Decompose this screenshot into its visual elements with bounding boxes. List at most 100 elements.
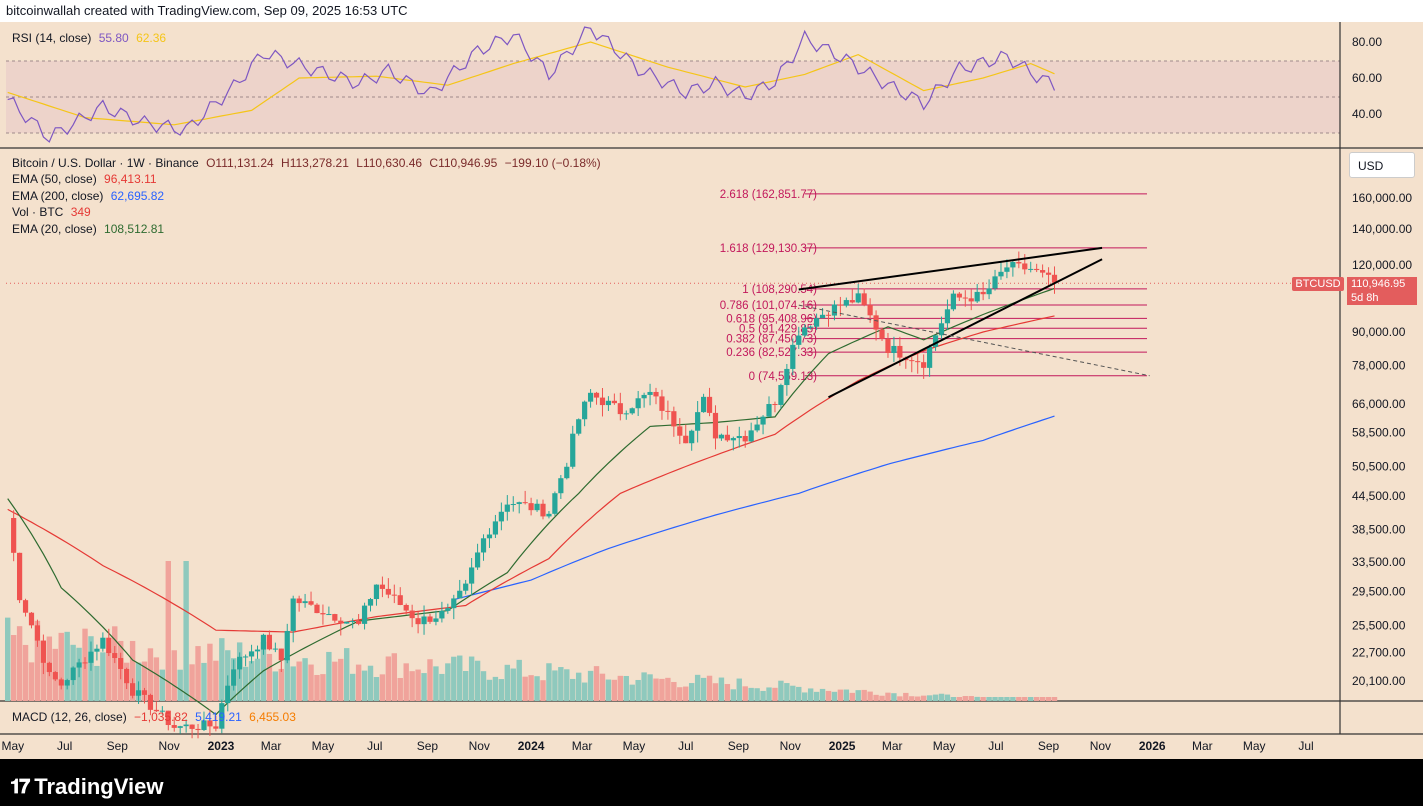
candle-body: [695, 412, 701, 431]
volume-bar: [177, 669, 183, 701]
volume-bar: [778, 680, 784, 701]
candle-body: [486, 534, 493, 539]
volume-bar: [599, 673, 606, 701]
candle-body: [1028, 268, 1034, 270]
rsi-label: RSI (14, close): [12, 31, 92, 45]
volume-bar: [141, 661, 148, 701]
tradingview-logo[interactable]: 𝟏𝟕 TradingView: [10, 774, 163, 800]
candle-body: [1016, 262, 1022, 264]
candle-body: [403, 604, 409, 611]
volume-bar: [1051, 697, 1058, 701]
candle-body: [1010, 262, 1016, 268]
volume-bar: [58, 632, 64, 701]
candle-body: [439, 610, 445, 619]
candle-body: [593, 392, 600, 398]
volume-bar: [326, 651, 332, 701]
volume-bar: [587, 670, 594, 701]
candle-body: [808, 326, 814, 328]
rsi-ma-value: 62.36: [136, 31, 167, 45]
volume-bar: [813, 691, 820, 701]
volume-bar: [802, 692, 808, 701]
price-axis-tick: 22,700.00: [1352, 646, 1406, 660]
candle-body: [986, 288, 992, 295]
candle-body: [825, 314, 832, 316]
volume-bar: [849, 692, 855, 701]
volume-bar: [189, 664, 195, 701]
volume-value: 349: [70, 205, 91, 219]
time-axis-tick: May: [1, 739, 24, 753]
volume-bar: [344, 648, 350, 701]
candle-body: [802, 327, 808, 336]
candle-body: [361, 605, 368, 624]
candle-body: [82, 662, 88, 664]
candle-body: [124, 668, 130, 684]
candle-body: [320, 613, 326, 615]
volume-bar: [427, 659, 433, 701]
candle-body: [379, 584, 386, 589]
candle-body: [451, 598, 457, 609]
candle-body: [641, 394, 647, 399]
candle-body: [724, 434, 730, 441]
time-axis-tick: May: [1243, 739, 1266, 753]
candle-body: [766, 404, 772, 417]
volume-bar: [938, 693, 945, 701]
volume-bar: [201, 662, 207, 701]
candle-body: [516, 502, 522, 505]
ema20-value: 108,512.81: [104, 222, 165, 236]
volume-bar: [516, 659, 522, 701]
price-axis-tick: 50,500.00: [1352, 460, 1406, 474]
volume-bar: [1045, 697, 1052, 701]
volume-bar: [891, 693, 897, 701]
price-chart-svg[interactable]: 80.00 60.00 40.00 160,000.00 140,000.00 120,0…: [0, 22, 1423, 759]
chart-area[interactable]: 80.00 60.00 40.00 160,000.00 140,000.00 120,0…: [0, 22, 1423, 759]
candle-body: [599, 397, 606, 406]
macd-value: −1,035.82: [134, 710, 188, 724]
time-axis-tick: Mar: [882, 739, 903, 753]
candle-body: [225, 685, 231, 704]
volume-bar: [903, 692, 909, 701]
candle-body: [956, 293, 962, 298]
volume-bar: [760, 690, 766, 701]
candle-body: [34, 625, 41, 641]
candle-body: [100, 637, 106, 649]
candle-body: [397, 595, 403, 605]
volume-bar: [4, 617, 11, 701]
candle-body: [570, 433, 576, 467]
macd-legend: MACD (12, 26, close) −1,035.82 5,419.21 …: [12, 710, 300, 724]
price-axis-tick: 44,500.00: [1352, 489, 1406, 503]
candle-body: [367, 599, 374, 606]
candle-body: [1051, 274, 1058, 283]
volume-bar: [106, 648, 112, 701]
candle-body: [974, 291, 980, 302]
candle-body: [88, 651, 94, 663]
candle-body: [843, 300, 849, 306]
volume-bar: [635, 679, 641, 701]
volume-bar: [415, 669, 421, 701]
volume-bar: [956, 697, 963, 701]
candle-body: [992, 276, 998, 289]
volume-bar: [302, 658, 308, 701]
footer-bar: [0, 759, 1423, 806]
candle-body: [76, 662, 82, 668]
rsi-axis-tick: 80.00: [1352, 35, 1382, 49]
volume-bar: [950, 697, 957, 701]
candle-body: [350, 621, 356, 623]
candle-body: [659, 396, 665, 411]
candle-body: [1040, 270, 1046, 273]
volume-bar: [926, 695, 933, 701]
candle-body: [409, 610, 415, 619]
candle-body: [391, 594, 397, 596]
candle-body: [415, 618, 421, 625]
candle-body: [962, 297, 968, 299]
volume-bar: [165, 561, 171, 701]
candle-body: [314, 604, 320, 614]
volume-bar: [879, 695, 885, 701]
volume-bar: [147, 648, 154, 701]
volume-bar: [855, 690, 861, 701]
currency-button[interactable]: USD: [1349, 152, 1415, 178]
fib-level-label: 1.618 (129,130.37): [720, 243, 817, 255]
price-axis-tick: 140,000.00: [1352, 222, 1412, 236]
volume-bar: [504, 664, 511, 701]
volume-bar: [361, 670, 368, 701]
time-axis-tick: Nov: [780, 739, 801, 753]
